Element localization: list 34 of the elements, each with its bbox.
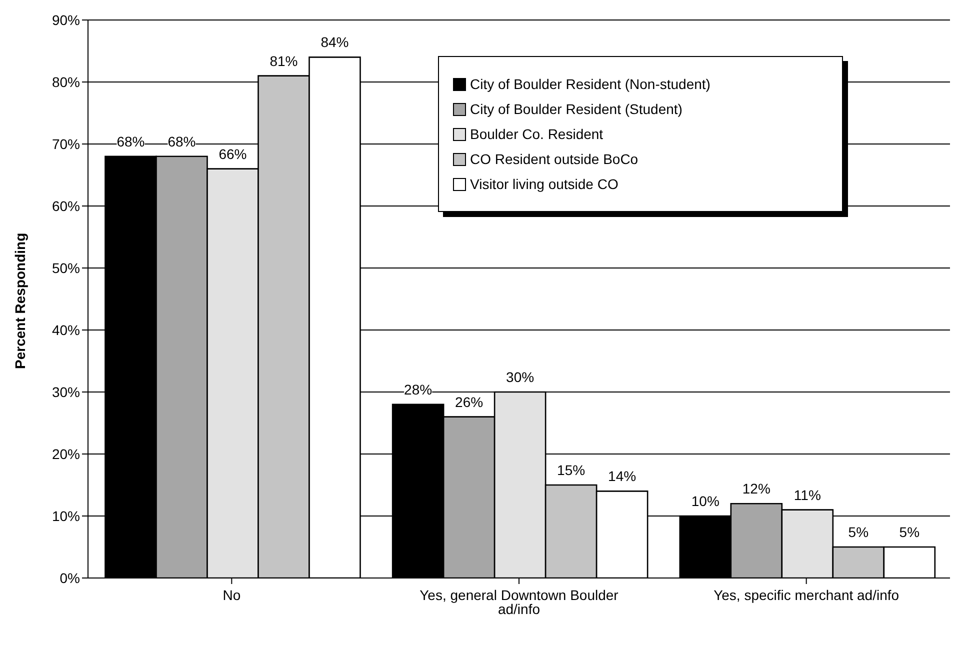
legend-label: CO Resident outside BoCo bbox=[470, 151, 638, 167]
y-tick-label: 40% bbox=[52, 322, 80, 338]
y-axis-title: Percent Responding bbox=[12, 232, 28, 369]
y-tick-label: 20% bbox=[52, 446, 80, 462]
y-tick-label: 90% bbox=[52, 12, 80, 28]
legend-label: City of Boulder Resident (Student) bbox=[470, 101, 682, 117]
data-label: 30% bbox=[506, 369, 534, 385]
data-label: 12% bbox=[742, 480, 770, 497]
y-tick-label: 70% bbox=[52, 136, 80, 152]
data-label: 84% bbox=[320, 34, 349, 50]
data-label: 10% bbox=[691, 493, 720, 509]
data-label: 66% bbox=[218, 146, 247, 162]
data-label: 15% bbox=[557, 462, 586, 478]
y-tick-label: 10% bbox=[52, 508, 80, 524]
legend-label: Visitor living outside CO bbox=[470, 176, 618, 192]
data-label: 68% bbox=[168, 133, 196, 150]
x-tick-label: Yes, specific merchant ad/info bbox=[714, 586, 900, 603]
y-tick-label: 60% bbox=[52, 198, 80, 214]
y-tick-label: 0% bbox=[60, 570, 80, 586]
data-label: 14% bbox=[608, 468, 636, 484]
data-label: 5% bbox=[899, 524, 920, 540]
data-label: 26% bbox=[455, 394, 484, 410]
data-label: 28% bbox=[404, 381, 432, 398]
data-label: 68% bbox=[116, 133, 145, 150]
y-tick-label: 50% bbox=[52, 260, 80, 276]
data-label: 5% bbox=[848, 524, 869, 540]
legend-label: City of Boulder Resident (Non-student) bbox=[470, 76, 710, 92]
x-tick-label: Yes, general Downtown Boulder ad/info bbox=[420, 586, 619, 617]
legend-label: Boulder Co. Resident bbox=[470, 126, 604, 142]
data-label: 81% bbox=[270, 52, 298, 69]
x-tick-label: No bbox=[222, 586, 241, 603]
data-label: 11% bbox=[794, 486, 821, 503]
y-tick-label: 30% bbox=[52, 384, 80, 400]
y-tick-label: 80% bbox=[52, 74, 80, 90]
